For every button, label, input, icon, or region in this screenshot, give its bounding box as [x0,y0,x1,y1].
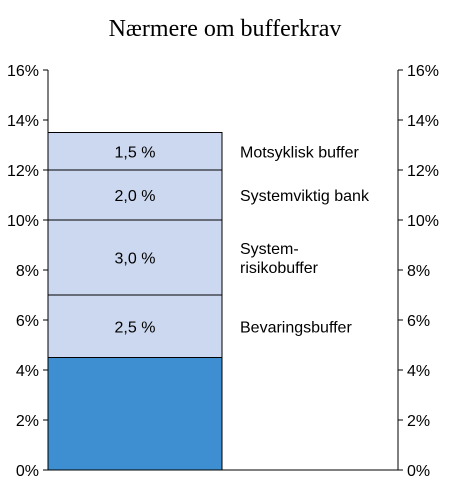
bar-segment-0 [47,357,223,471]
y-tick-label-left-5: 10% [7,213,39,230]
y-tick-label-right-4: 8% [407,263,430,280]
segment-label-4: 1,5 % [115,144,156,161]
segment-label-1: 2,5 % [115,319,156,336]
segment-label-2: 3,0 % [115,251,156,268]
y-tick-label-left-4: 8% [16,263,39,280]
y-tick-label-left-6: 12% [7,163,39,180]
y-tick-label-left-1: 2% [16,413,39,430]
y-tick-label-right-7: 14% [407,113,439,130]
segment-annotation-3-0: Systemviktig bank [240,188,370,205]
y-tick-label-right-6: 12% [407,163,439,180]
y-tick-label-right-0: 0% [407,463,430,480]
y-tick-label-right-2: 4% [407,363,430,380]
y-tick-label-right-8: 16% [407,63,439,80]
y-tick-label-left-0: 0% [16,463,39,480]
y-tick-label-left-8: 16% [7,63,39,80]
segment-annotation-2-1: risikobuffer [240,260,319,277]
segment-annotation-2-0: System- [240,241,299,258]
y-tick-label-left-2: 4% [16,363,39,380]
bar-segment-4 [47,132,223,171]
bar-segment-2 [47,219,223,296]
segment-annotation-1-0: Bevaringsbuffer [240,319,352,336]
chart-title: Nærmere om bufferkrav [109,16,342,42]
segment-annotation-4-0: Motsyklisk buffer [240,144,360,161]
y-tick-label-right-3: 6% [407,313,430,330]
bar-segment-1 [47,294,223,358]
plot-area: 2,5 % Bevaringsbuffer 3,0 % System-risikobu… [7,63,439,480]
segment-label-3: 2,0 % [115,188,156,205]
y-tick-label-right-1: 2% [407,413,430,430]
y-tick-label-right-5: 10% [407,213,439,230]
y-tick-label-left-7: 14% [7,113,39,130]
y-tick-label-left-3: 6% [16,313,39,330]
